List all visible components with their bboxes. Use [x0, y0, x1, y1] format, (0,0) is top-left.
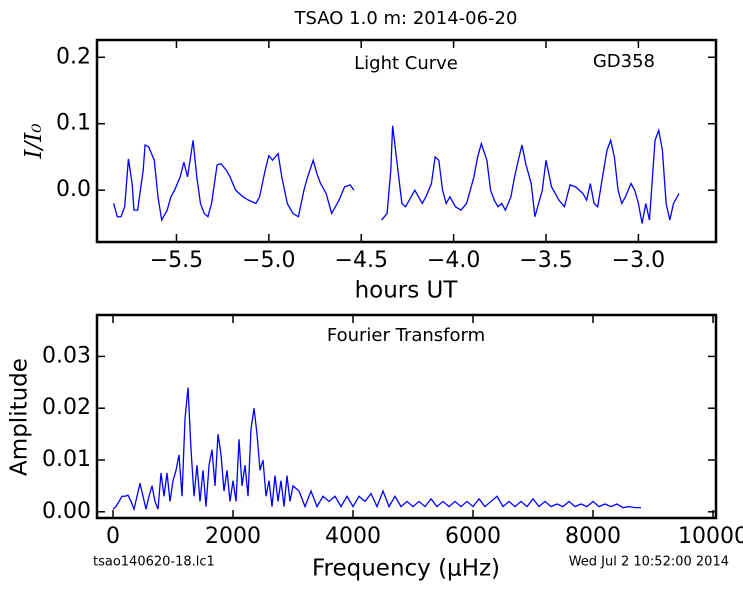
- y-axis-label: Amplitude: [7, 358, 33, 476]
- y-tick-label: 0.00: [42, 499, 91, 524]
- x-tick-label: −3.0: [612, 248, 665, 273]
- annotation: Fourier Transform: [327, 325, 485, 346]
- x-tick-label: 6000: [445, 524, 501, 549]
- x-tick-label: −3.5: [519, 248, 572, 273]
- x-tick-label: −4.0: [427, 248, 480, 273]
- x-tick-label: 2000: [205, 524, 261, 549]
- y-tick-label: 0.02: [42, 395, 91, 420]
- footer-date: Wed Jul 2 10:52:00 2014: [569, 555, 729, 570]
- x-tick-label: −5.5: [150, 248, 203, 273]
- x-tick-label: 4000: [325, 524, 381, 549]
- y-tick-label: 0.2: [56, 44, 91, 69]
- x-tick-label: 10000: [678, 524, 743, 549]
- y-tick-label: 0.1: [56, 111, 91, 136]
- axes-frame: [95, 313, 718, 520]
- footer-file: tsao140620-18.lc1: [93, 555, 215, 570]
- x-axis-label: Frequency (μHz): [312, 556, 500, 582]
- figure-title: TSAO 1.0 m: 2014-06-20: [294, 8, 518, 29]
- annotation: Light Curve: [354, 53, 458, 74]
- data-line: [113, 125, 680, 224]
- y-axis-label: I/I₀: [21, 123, 47, 159]
- y-tick-label: 0.01: [42, 447, 91, 472]
- annotation: GD358: [593, 51, 655, 72]
- x-tick-label: 8000: [565, 524, 621, 549]
- axes-frame: [95, 38, 718, 244]
- x-axis-label: hours UT: [355, 278, 459, 304]
- x-tick-label: −4.5: [335, 248, 388, 273]
- x-tick-label: −5.0: [242, 248, 295, 273]
- y-tick-label: 0.03: [42, 343, 91, 368]
- y-tick-label: 0.0: [56, 177, 91, 202]
- x-tick-label: 0: [106, 524, 120, 549]
- data-line: [112, 387, 641, 512]
